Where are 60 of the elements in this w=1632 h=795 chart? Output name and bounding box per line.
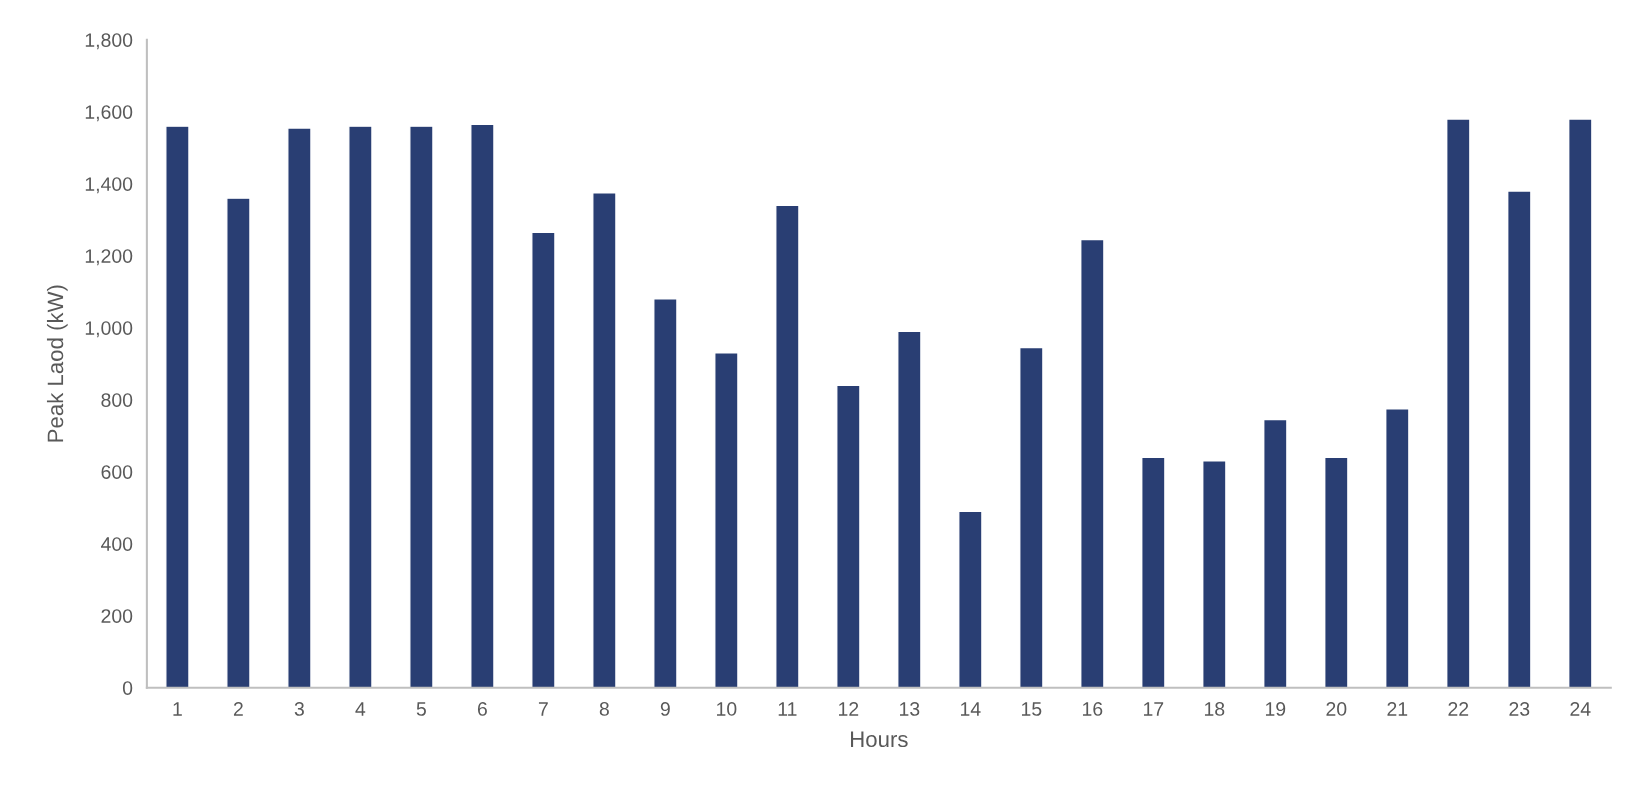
bar [226,197,251,688]
x-tick-label: 11 [778,702,797,716]
x-tick-label: 17 [1143,702,1164,716]
x-tick-label: 21 [1387,702,1408,716]
bar [470,123,495,688]
y-tick-label: 1,000 [85,321,133,338]
x-tick-label: 6 [477,702,487,716]
bar [1141,456,1166,688]
x-tick-label: 15 [1021,702,1042,716]
bar [1202,460,1227,688]
bar [1446,118,1471,688]
x-tick-label: 3 [294,702,304,716]
x-tick-label: 9 [660,702,670,716]
bar [836,384,861,688]
bar [1263,418,1288,688]
x-tick-label: 2 [233,702,243,716]
x-axis-title: Hours [851,731,908,748]
bar [409,125,434,688]
y-tick-label: 600 [101,465,133,479]
x-tick-label: 16 [1082,702,1103,716]
x-tick-label: 14 [961,702,981,716]
y-tick-label: 200 [101,609,133,623]
bar [958,510,983,688]
bar [1080,238,1105,688]
bar [287,127,312,688]
bar [592,192,617,688]
x-tick-label: 22 [1448,702,1469,716]
y-tick-label: 1,200 [85,249,133,266]
y-axis-title: Peak Laod (kW) [46,285,68,442]
x-tick-label: 20 [1326,702,1347,716]
x-tick-label: 10 [717,702,737,716]
bar [1324,456,1349,688]
x-tick-label: 12 [839,702,859,716]
x-tick-label: 18 [1204,702,1225,716]
y-tick-label: 1,400 [85,177,133,194]
y-tick-label: 1,800 [85,33,133,50]
x-tick-label: 8 [599,702,609,716]
x-tick-label: 13 [900,702,920,716]
x-tick-label: 23 [1509,702,1530,716]
bar [653,298,678,688]
y-tick-label: 400 [101,537,133,551]
bar [531,231,556,688]
bar [1385,408,1410,688]
y-tick-label: 1,600 [85,105,133,122]
x-tick-label: 19 [1265,702,1286,716]
bar [348,125,373,688]
bar [714,352,739,688]
bar [775,204,800,688]
bar [897,330,922,688]
y-tick-label: 0 [122,681,133,695]
x-tick-label: 7 [538,702,548,716]
bar [1019,346,1044,688]
x-tick-label: 24 [1570,702,1591,716]
x-tick-label: 5 [416,702,426,716]
x-tick-label: 1 [173,702,182,716]
y-tick-label: 800 [101,393,133,407]
bar [1507,190,1532,688]
bar [165,125,190,688]
bar [1568,118,1593,688]
x-tick-label: 4 [355,702,366,716]
